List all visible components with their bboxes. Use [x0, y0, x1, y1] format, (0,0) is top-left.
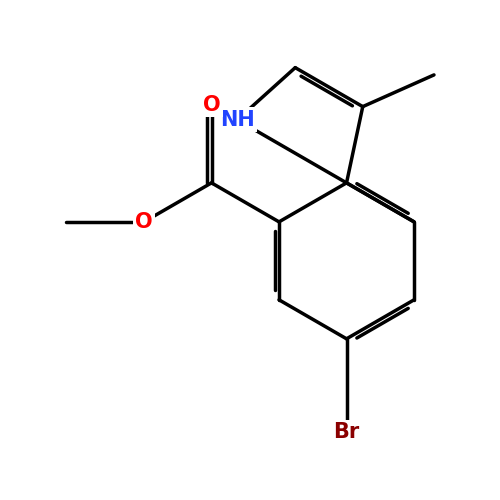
Text: Br: Br	[334, 422, 359, 442]
Text: NH: NH	[220, 110, 254, 130]
Text: O: O	[202, 95, 220, 115]
Text: O: O	[135, 212, 153, 232]
